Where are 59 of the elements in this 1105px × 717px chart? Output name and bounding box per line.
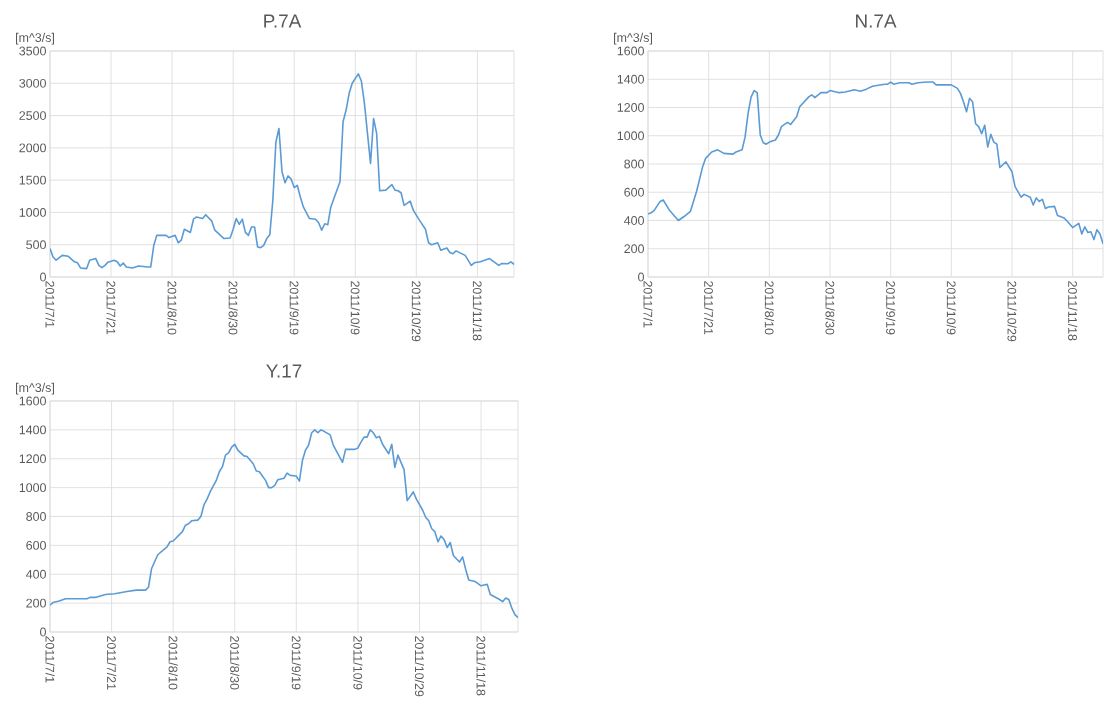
x-tick-label: 2011/11/18 <box>476 636 486 696</box>
y-tick-label: 800 <box>624 159 644 169</box>
y-tick-label: 500 <box>26 240 46 250</box>
y-tick-label: 200 <box>26 598 46 608</box>
x-tick-label: 2011/7/1 <box>45 281 55 328</box>
x-tick-label: 2011/8/30 <box>228 281 238 335</box>
x-tick-label: 2011/10/29 <box>1007 281 1017 342</box>
y-tick-label: 600 <box>624 187 644 197</box>
x-tick-label: 2011/9/19 <box>886 281 896 335</box>
y-tick-label: 2000 <box>19 143 46 153</box>
y-tick-label: 1600 <box>19 396 46 406</box>
y-tick-label: 400 <box>25 569 46 579</box>
y-tick-label: 200 <box>624 244 644 254</box>
y-axis-title: [m^3/s] <box>614 32 652 45</box>
y-tick-label: 0 <box>638 272 644 282</box>
y-tick-label: 800 <box>26 512 46 521</box>
y-tick-label: 1000 <box>617 131 644 141</box>
x-tick-label: 2011/7/21 <box>704 281 714 335</box>
y-axis-title: [m^3/s] <box>16 32 54 45</box>
y-tick-label: 1000 <box>19 483 46 493</box>
x-tick-label: 2011/8/30 <box>230 636 240 690</box>
chart-title: P.7A <box>264 14 302 28</box>
y-tick-label: 1000 <box>19 208 46 217</box>
x-tick-label: 2011/10/9 <box>350 281 360 335</box>
x-tick-label: 2011/7/1 <box>643 281 653 328</box>
y-tick-label: 400 <box>623 216 644 225</box>
x-tick-label: 2011/8/10 <box>764 281 774 335</box>
y-tick-label: 600 <box>26 540 46 550</box>
x-tick-label: 2011/11/18 <box>1068 281 1078 341</box>
line-series <box>648 81 1104 245</box>
x-tick-label: 2011/10/9 <box>353 636 363 690</box>
x-tick-label: 2011/8/30 <box>825 281 835 335</box>
y-tick-label: 1400 <box>617 74 644 84</box>
line-series <box>50 73 515 270</box>
y-tick-label: 1600 <box>617 46 644 56</box>
chart-title: N.7A <box>856 14 897 28</box>
y-tick-label: 0 <box>40 272 46 282</box>
x-tick-label: 2011/10/29 <box>411 281 421 342</box>
y-tick-label: 2500 <box>19 111 46 120</box>
y-tick-label: 1400 <box>19 425 46 435</box>
x-tick-label: 2011/7/21 <box>106 281 116 335</box>
x-tick-label: 2011/8/10 <box>168 636 178 690</box>
x-tick-label: 2011/7/21 <box>107 636 117 690</box>
x-tick-label: 2011/8/10 <box>167 281 177 335</box>
chart-title: Y.17 <box>266 364 302 378</box>
x-tick-label: 2011/10/29 <box>414 636 425 697</box>
y-axis-title: [m^3/s] <box>16 382 54 395</box>
x-tick-label: 2011/10/9 <box>946 281 956 335</box>
y-tick-label: 0 <box>40 627 46 637</box>
y-tick-label: 1500 <box>19 175 46 185</box>
line-series <box>50 429 518 619</box>
y-tick-label: 3500 <box>19 46 46 56</box>
x-tick-label: 2011/7/1 <box>45 636 55 683</box>
y-tick-label: 1200 <box>617 103 644 112</box>
x-tick-label: 2011/11/18 <box>472 281 482 341</box>
x-tick-label: 2011/9/19 <box>291 636 301 690</box>
y-tick-label: 1200 <box>19 454 46 464</box>
x-tick-label: 2011/9/19 <box>289 281 299 335</box>
y-tick-label: 3000 <box>19 78 46 88</box>
